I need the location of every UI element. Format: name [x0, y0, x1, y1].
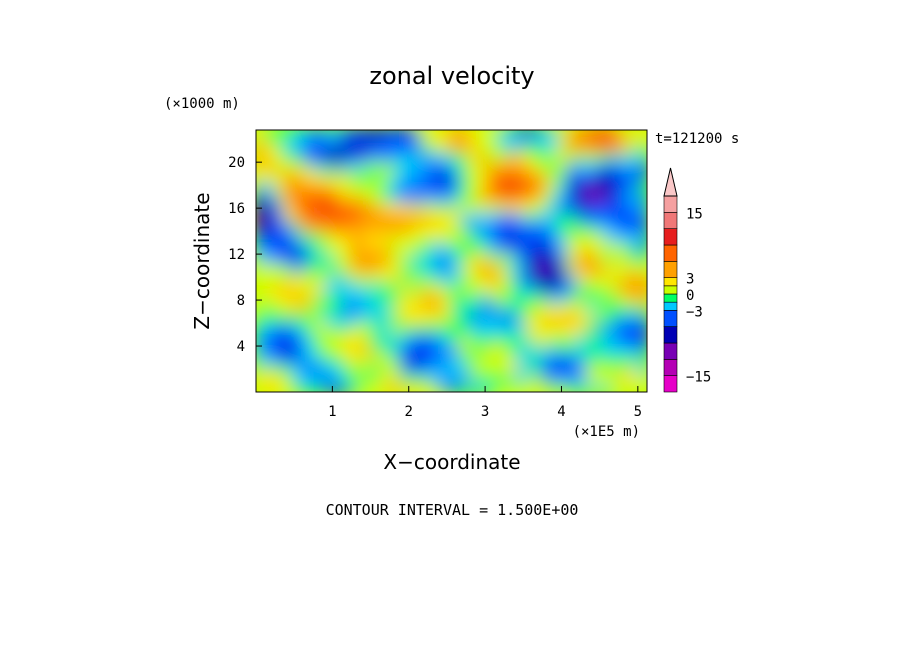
chart-title: zonal velocity [369, 62, 534, 90]
x-units-label: (×1E5 m) [573, 424, 640, 440]
colorbar-swatch [663, 326, 678, 344]
colorbar-swatch [663, 375, 678, 393]
y-tick-label: 8 [237, 293, 245, 309]
x-tick-label: 5 [634, 404, 642, 420]
colorbar-tick-label: −3 [686, 304, 703, 320]
colorbar-tick-label: 15 [686, 206, 703, 222]
x-tick-label: 2 [405, 404, 413, 420]
x-tick-label: 3 [481, 404, 489, 420]
contour-interval-label: CONTOUR INTERVAL = 1.500E+00 [326, 501, 579, 519]
y-tick-label: 16 [228, 201, 245, 217]
colorbar: 15 30−3 −15 [663, 167, 711, 393]
colorbar-tick-label: −15 [686, 370, 711, 386]
colorbar-swatch [663, 293, 678, 303]
colorbar-swatch [663, 212, 678, 229]
x-axis: 1 2 3 4 5 [328, 386, 642, 420]
colorbar-swatch [663, 359, 678, 376]
colorbar-swatch [663, 244, 678, 262]
colorbar-swatch [663, 195, 678, 213]
y-units-label: (×1000 m) [164, 96, 240, 112]
y-tick-label: 20 [228, 155, 245, 171]
y-axis-label: Z−coordinate [190, 192, 214, 329]
colorbar-tick-label: 0 [686, 288, 694, 304]
colorbar-extension [663, 167, 678, 197]
colorbar-swatch [663, 301, 678, 311]
y-axis: 4 8 12 16 20 [228, 155, 262, 355]
colorbar-swatch [663, 285, 678, 295]
time-label: t=121200 s [655, 131, 739, 147]
colorbar-swatch [663, 228, 678, 246]
x-tick-label: 1 [328, 404, 336, 420]
plot-frame [255, 129, 648, 393]
colorbar-swatch [663, 277, 678, 287]
y-tick-label: 4 [237, 339, 245, 355]
colorbar-swatch [663, 310, 678, 327]
colorbar-tick-label: 3 [686, 272, 694, 288]
colorbar-swatch [663, 261, 678, 278]
field-cell [634, 130, 647, 143]
x-tick-label: 4 [557, 404, 565, 420]
y-tick-label: 12 [228, 247, 245, 263]
velocity-field [256, 130, 647, 392]
colorbar-swatch [663, 342, 678, 360]
x-axis-label: X−coordinate [383, 450, 520, 474]
